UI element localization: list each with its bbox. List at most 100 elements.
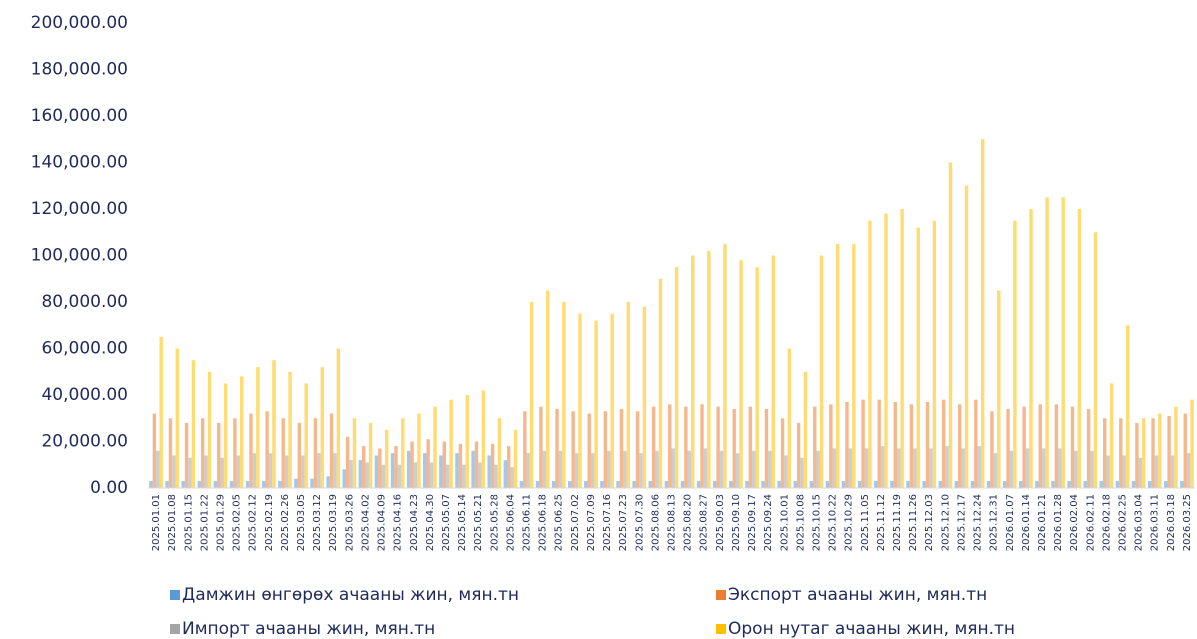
bar	[272, 360, 276, 488]
bar	[712, 481, 717, 488]
bar	[439, 455, 443, 488]
bar	[223, 383, 228, 488]
bar	[732, 408, 736, 488]
bar	[1054, 404, 1059, 488]
bar	[845, 401, 849, 488]
bar	[809, 481, 814, 488]
bar	[893, 401, 898, 488]
bar	[284, 455, 289, 488]
legend-label: Импорт ачааны жин, мян.тн	[182, 619, 435, 639]
x-tick-label: 2025.08.13	[667, 494, 678, 551]
x-tick-label: 2026.03.11	[1150, 494, 1161, 551]
bar	[455, 453, 459, 488]
bar	[1131, 481, 1136, 488]
bar	[256, 367, 260, 488]
bar	[803, 371, 808, 488]
bar	[954, 481, 959, 488]
x-tick-label: 2025.02.19	[264, 494, 275, 551]
bar	[1061, 197, 1065, 488]
x-tick-label: 2025.10.08	[795, 494, 806, 551]
bar	[787, 348, 792, 488]
bar	[568, 481, 572, 488]
x-tick-label: 2025.09.17	[747, 494, 758, 551]
bar	[213, 481, 218, 488]
bar	[1174, 406, 1178, 488]
x-tick-label: 2025.08.20	[683, 494, 694, 551]
x-tick-label: 2025.12.24	[973, 494, 984, 551]
bar	[986, 481, 991, 488]
bar	[288, 371, 292, 488]
bar	[841, 481, 846, 488]
bar	[304, 383, 308, 488]
y-tick-label: 60,000.00	[41, 339, 128, 359]
x-tick-label: 2025.02.05	[232, 494, 243, 551]
bar	[310, 478, 314, 488]
bar	[268, 453, 273, 488]
bar	[301, 455, 305, 488]
bar	[220, 457, 224, 488]
bar	[877, 399, 881, 488]
bar	[632, 481, 636, 488]
bar	[449, 399, 453, 488]
bar	[1106, 455, 1110, 488]
bar	[207, 371, 212, 488]
bar	[1154, 455, 1159, 488]
bar	[529, 302, 534, 488]
bar	[890, 481, 894, 488]
bar	[333, 453, 337, 488]
x-tick-label: 2025.08.27	[699, 494, 710, 551]
bar	[768, 450, 772, 488]
bar	[835, 243, 840, 488]
bar	[240, 376, 244, 488]
bar	[1138, 457, 1143, 488]
bar	[707, 250, 711, 488]
bar	[964, 185, 969, 488]
x-tick-label: 2026.02.04	[1069, 494, 1080, 551]
y-tick-label: 0.00	[90, 478, 128, 498]
x-tick-label: 2025.05.14	[457, 494, 468, 551]
bar	[494, 464, 498, 488]
bar	[639, 453, 643, 488]
bar	[417, 413, 421, 488]
bar	[149, 481, 153, 488]
bar	[1122, 455, 1126, 488]
y-tick-label: 200,000.00	[31, 13, 128, 33]
bar	[1109, 383, 1114, 488]
bar	[426, 439, 430, 488]
bar	[507, 446, 511, 488]
x-tick-label: 2025.10.15	[811, 494, 822, 551]
bar	[864, 448, 869, 488]
x-tick-label: 2026.03.25	[1182, 494, 1193, 551]
bar	[587, 413, 591, 488]
bar	[433, 406, 437, 488]
bar	[229, 481, 234, 488]
bar	[519, 481, 524, 488]
bar	[1086, 408, 1091, 488]
bar	[1019, 481, 1023, 488]
bar	[1190, 399, 1194, 488]
bar	[913, 448, 917, 488]
x-tick-label: 2025.04.23	[409, 494, 420, 551]
bar	[716, 406, 720, 488]
x-tick-label: 2026.01.28	[1053, 494, 1064, 551]
bar	[616, 481, 620, 488]
x-tick-label: 2025.09.03	[715, 494, 726, 551]
bar	[997, 290, 1001, 488]
y-tick-label: 20,000.00	[41, 432, 128, 452]
legend-label: Орон нутаг ачааны жин, мян.тн	[728, 619, 1015, 639]
y-tick-label: 160,000.00	[31, 106, 128, 126]
bar	[700, 404, 704, 488]
bar	[510, 467, 514, 488]
x-tick-label: 2025.06.18	[538, 494, 549, 551]
bar	[384, 429, 389, 488]
bar	[326, 476, 330, 488]
bar	[619, 408, 624, 488]
bar	[655, 450, 659, 488]
bar	[1093, 232, 1098, 488]
bar	[764, 408, 769, 488]
bar	[526, 453, 530, 488]
bar	[816, 450, 820, 488]
bar	[590, 453, 595, 488]
bar	[1180, 481, 1184, 488]
x-tick-label: 2025.06.11	[522, 494, 533, 551]
